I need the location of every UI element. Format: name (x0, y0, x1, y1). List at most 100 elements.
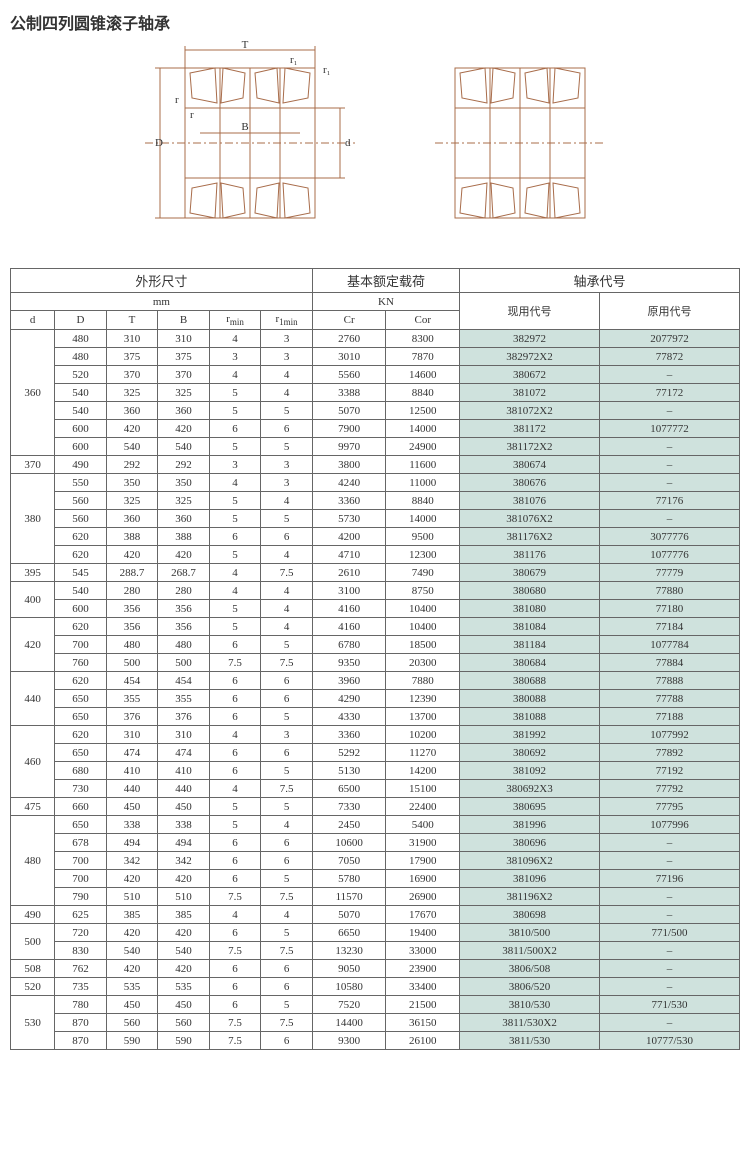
cell: 6 (209, 960, 261, 978)
cell: 3 (261, 348, 313, 366)
cell: 6 (209, 978, 261, 996)
col-Cor: Cor (386, 311, 460, 330)
table-row: 73044044047.5650015100380692X377792 (11, 780, 740, 798)
cell: 2760 (312, 330, 386, 348)
table-row: 4803753753330107870382972X277872 (11, 348, 740, 366)
cell: 6 (261, 420, 313, 438)
hdr-code: 轴承代号 (460, 269, 740, 293)
cell: 360 (106, 510, 158, 528)
cell: 10777/530 (599, 1032, 739, 1050)
cell: 590 (106, 1032, 158, 1050)
cell: 292 (158, 456, 210, 474)
cell: 870 (55, 1014, 107, 1032)
cell: 4 (209, 564, 261, 582)
cell: 5 (209, 438, 261, 456)
cell: 410 (158, 762, 210, 780)
dim-label-r1a: r₁ (290, 54, 298, 66)
table-row: 8705605607.57.514400361503811/530X2– (11, 1014, 740, 1032)
cell: 680 (55, 762, 107, 780)
cell: 7.5 (209, 942, 261, 960)
cell: 381080 (460, 600, 600, 618)
table-row: 60054054055997024900381172X2– (11, 438, 740, 456)
cell: 2077972 (599, 330, 739, 348)
cell: 730 (55, 780, 107, 798)
cell: 280 (106, 582, 158, 600)
cell: 370 (158, 366, 210, 384)
cell: 22400 (386, 798, 460, 816)
cell: 342 (158, 852, 210, 870)
cell: 535 (158, 978, 210, 996)
table-row: 6504744746652921127038069277892 (11, 744, 740, 762)
cell: 510 (106, 888, 158, 906)
table-row: 54036036055507012500381072X2– (11, 402, 740, 420)
cell: 3800 (312, 456, 386, 474)
cell: 660 (55, 798, 107, 816)
cell: 6 (261, 690, 313, 708)
hdr-code-current: 现用代号 (460, 293, 600, 330)
cell: 3811/530X2 (460, 1014, 600, 1032)
cell: 4 (261, 366, 313, 384)
table-row: 56036036055573014000381076X2– (11, 510, 740, 528)
cell: 381176 (460, 546, 600, 564)
cell: 376 (158, 708, 210, 726)
cell: 325 (158, 384, 210, 402)
table-row: 508762420420669050239003806/508– (11, 960, 740, 978)
cell: 7870 (386, 348, 460, 366)
cell: 5780 (312, 870, 386, 888)
cell: 4 (261, 906, 313, 924)
cell: 9500 (386, 528, 460, 546)
hdr-unit-mm: mm (11, 293, 313, 311)
cell: 5 (209, 546, 261, 564)
cell: 620 (55, 726, 107, 744)
dim-label-d: d (345, 137, 351, 149)
cell: 620 (55, 618, 107, 636)
cell: 520 (55, 366, 107, 384)
cell-d: 475 (11, 798, 55, 816)
cell-d: 370 (11, 456, 55, 474)
cell: 480 (106, 636, 158, 654)
cell: 342 (106, 852, 158, 870)
cell: 790 (55, 888, 107, 906)
cell: 381996 (460, 816, 600, 834)
cell: 6 (209, 834, 261, 852)
cell: 480 (55, 330, 107, 348)
cell: – (599, 474, 739, 492)
cell: 360 (106, 402, 158, 420)
cell: 454 (158, 672, 210, 690)
cell: 1077996 (599, 816, 739, 834)
cell: 310 (106, 330, 158, 348)
cell: 381084 (460, 618, 600, 636)
cell: 3 (261, 456, 313, 474)
cell: 420 (158, 420, 210, 438)
cell: 6 (209, 528, 261, 546)
cell: 5 (261, 762, 313, 780)
cell: 8300 (386, 330, 460, 348)
cell: 375 (106, 348, 158, 366)
cell-d: 530 (11, 996, 55, 1050)
cell-d: 395 (11, 564, 55, 582)
cell: 77188 (599, 708, 739, 726)
page-title: 公制四列圆锥滚子轴承 (10, 10, 740, 34)
cell: 355 (106, 690, 158, 708)
cell: – (599, 1014, 739, 1032)
cell: 1077992 (599, 726, 739, 744)
cell: 380684 (460, 654, 600, 672)
hdr-code-old: 原用代号 (599, 293, 739, 330)
cell: 356 (106, 600, 158, 618)
cell: 7330 (312, 798, 386, 816)
cell: 381076X2 (460, 510, 600, 528)
cell: 12300 (386, 546, 460, 564)
cell: 7490 (386, 564, 460, 582)
cell: 650 (55, 690, 107, 708)
cell: 4 (261, 582, 313, 600)
cell: 380692X3 (460, 780, 600, 798)
cell: 450 (106, 798, 158, 816)
cell: 450 (106, 996, 158, 1014)
cell: 474 (106, 744, 158, 762)
table-row: 5207355355356610580334003806/520– (11, 978, 740, 996)
cell: 474 (158, 744, 210, 762)
cell: 3810/500 (460, 924, 600, 942)
cell: 5 (209, 816, 261, 834)
table-row: 48065033833854245054003819961077996 (11, 816, 740, 834)
cell: 11000 (386, 474, 460, 492)
